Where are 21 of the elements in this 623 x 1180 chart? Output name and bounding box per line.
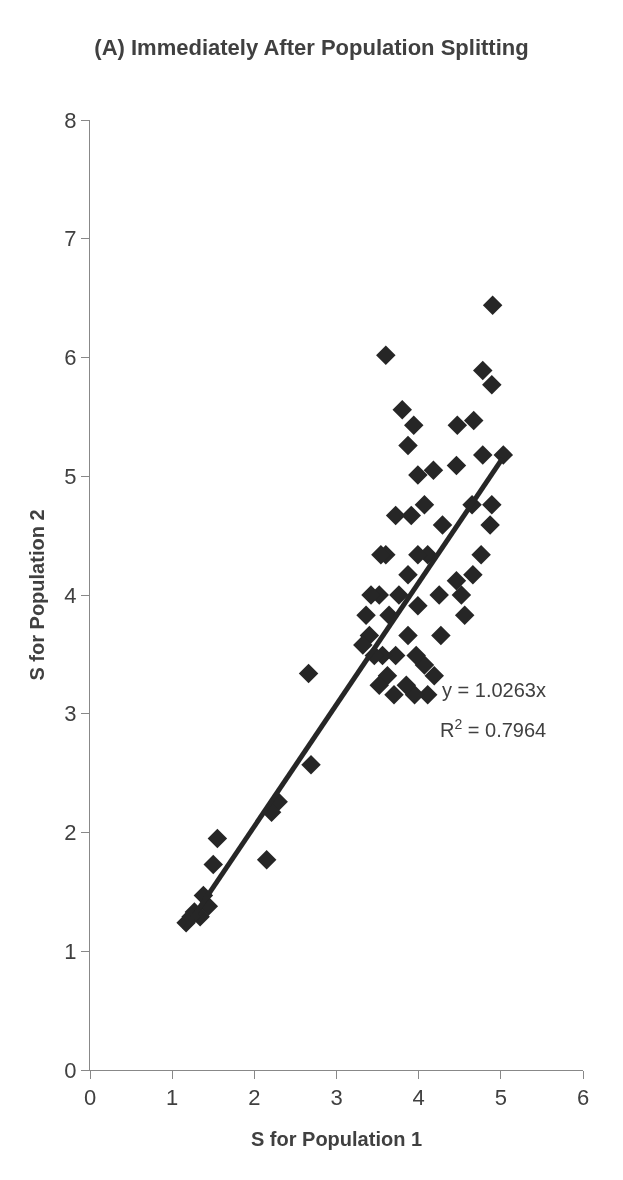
y-tick-label: 4 <box>64 582 77 608</box>
y-tick-label: 0 <box>64 1057 77 1083</box>
x-tick-label: 6 <box>576 1085 590 1111</box>
y-tick-label: 7 <box>64 226 77 252</box>
y-tick-label: 5 <box>64 463 77 489</box>
y-tick-label: 2 <box>64 820 77 846</box>
x-tick-label: 4 <box>412 1085 425 1111</box>
y-tick-label: 1 <box>64 938 77 964</box>
x-tick-label: 5 <box>494 1085 507 1111</box>
x-tick-label: 0 <box>83 1085 97 1111</box>
y-axis-title: S for Population 2 <box>25 509 48 681</box>
x-tick-label: 3 <box>330 1085 343 1111</box>
chart-title: (A) Immediately After Population Splitting <box>94 34 529 60</box>
x-axis-title: S for Population 1 <box>250 1127 423 1150</box>
y-tick-label: 3 <box>64 701 77 727</box>
y-tick-label: 8 <box>64 107 77 133</box>
x-tick-label: 1 <box>166 1085 179 1111</box>
x-tick-label: 2 <box>248 1085 261 1111</box>
annotation: y = 1.0263x <box>442 679 546 701</box>
y-tick-label: 6 <box>64 345 77 371</box>
annotation: R$^{2}$ = 0.7964 <box>440 716 547 742</box>
